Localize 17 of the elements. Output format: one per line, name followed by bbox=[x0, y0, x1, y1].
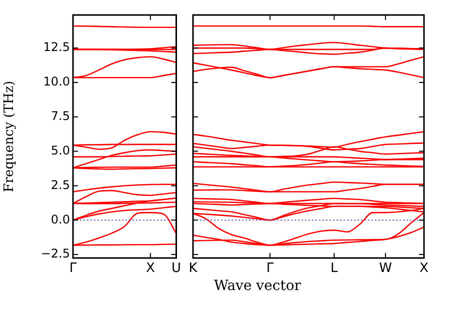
y-tick-label: 5.0 bbox=[50, 143, 70, 158]
y-tick-label: 7.5 bbox=[50, 109, 70, 124]
y-tick-label: 2.5 bbox=[50, 178, 70, 192]
x-axis-title: Wave vector bbox=[213, 278, 302, 294]
x-tick-label: K bbox=[188, 261, 198, 276]
x-tick-label: W bbox=[379, 261, 392, 276]
x-tick-label: X bbox=[420, 261, 429, 276]
x-tick-label: U bbox=[171, 261, 181, 276]
x-tick-label: X bbox=[146, 261, 155, 276]
x-tick-label: Γ bbox=[69, 261, 78, 276]
x-tick-label: L bbox=[330, 261, 339, 276]
y-tick-label: 12.5 bbox=[43, 40, 70, 54]
y-tick-label: 0.0 bbox=[50, 212, 70, 226]
y-axis-title: Frequency (THz) bbox=[2, 80, 18, 192]
x-tick-label: Γ bbox=[266, 261, 274, 276]
y-tick-label: 10.0 bbox=[43, 74, 70, 89]
y-tick-label: −2.5 bbox=[40, 246, 70, 261]
